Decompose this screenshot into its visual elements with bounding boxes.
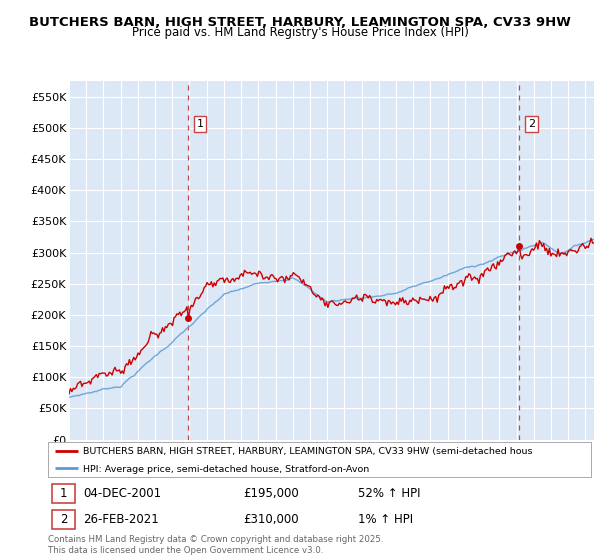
- Text: 2: 2: [60, 513, 67, 526]
- Text: 26-FEB-2021: 26-FEB-2021: [83, 513, 159, 526]
- Text: 2: 2: [528, 119, 535, 129]
- Text: Price paid vs. HM Land Registry's House Price Index (HPI): Price paid vs. HM Land Registry's House …: [131, 26, 469, 39]
- Text: BUTCHERS BARN, HIGH STREET, HARBURY, LEAMINGTON SPA, CV33 9HW (semi-detached hou: BUTCHERS BARN, HIGH STREET, HARBURY, LEA…: [83, 447, 533, 456]
- Text: £195,000: £195,000: [244, 487, 299, 500]
- Bar: [52, 484, 75, 503]
- Text: £310,000: £310,000: [244, 513, 299, 526]
- Text: 1: 1: [60, 487, 67, 500]
- Text: 04-DEC-2001: 04-DEC-2001: [83, 487, 161, 500]
- Text: 1% ↑ HPI: 1% ↑ HPI: [358, 513, 413, 526]
- Text: Contains HM Land Registry data © Crown copyright and database right 2025.
This d: Contains HM Land Registry data © Crown c…: [48, 535, 383, 555]
- Text: 52% ↑ HPI: 52% ↑ HPI: [358, 487, 420, 500]
- Text: 1: 1: [197, 119, 204, 129]
- Text: HPI: Average price, semi-detached house, Stratford-on-Avon: HPI: Average price, semi-detached house,…: [83, 465, 370, 474]
- Bar: [52, 510, 75, 529]
- Text: BUTCHERS BARN, HIGH STREET, HARBURY, LEAMINGTON SPA, CV33 9HW: BUTCHERS BARN, HIGH STREET, HARBURY, LEA…: [29, 16, 571, 29]
